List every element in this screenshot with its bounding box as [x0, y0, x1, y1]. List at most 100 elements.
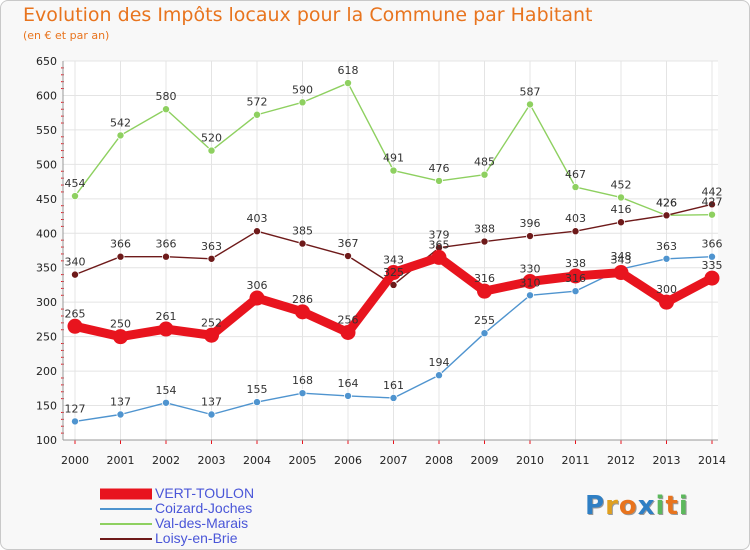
data-point-val-des-marais [434, 176, 443, 185]
x-tick-label: 2013 [653, 454, 681, 467]
data-label-val-des-marais: 452 [611, 178, 632, 191]
data-point-vert-toulon [704, 270, 720, 286]
series-lines [67, 79, 720, 426]
y-tick-label: 300 [36, 296, 57, 309]
data-point-coizard-joches [71, 417, 80, 426]
data-label-vert-toulon: 330 [520, 263, 541, 276]
legend-label: Loisy-en-Brie [155, 530, 238, 546]
data-point-val-des-marais [389, 166, 398, 175]
data-label-coizard-joches: 316 [565, 272, 586, 285]
data-point-coizard-joches [116, 410, 125, 419]
logo-letter: r [605, 491, 619, 521]
data-label-val-des-marais: 476 [429, 162, 450, 175]
grid [63, 60, 718, 441]
data-point-coizard-joches [434, 371, 443, 380]
data-point-vert-toulon [204, 327, 219, 343]
data-label-loisy-en-brie: 442 [702, 185, 723, 198]
data-label-coizard-joches: 255 [474, 314, 495, 327]
data-label-vert-toulon: 300 [656, 283, 677, 296]
data-label-vert-toulon: 256 [338, 314, 359, 327]
x-tick-label: 2001 [107, 454, 135, 467]
data-point-vert-toulon [477, 283, 492, 299]
data-label-val-des-marais: 491 [383, 152, 404, 165]
x-tick-label: 2002 [152, 454, 180, 467]
data-point-coizard-joches [571, 287, 580, 296]
proxiti-logo: Proxiti [585, 491, 689, 521]
data-point-val-des-marais [252, 110, 261, 119]
data-point-vert-toulon [431, 249, 447, 265]
data-point-vert-toulon [386, 265, 401, 281]
data-label-loisy-en-brie: 403 [565, 212, 586, 225]
data-point-vert-toulon [158, 321, 174, 337]
data-point-loisy-en-brie [708, 200, 717, 209]
data-label-vert-toulon: 338 [565, 257, 586, 270]
data-label-coizard-joches: 137 [110, 396, 131, 409]
data-label-vert-toulon: 365 [429, 238, 450, 251]
x-tick-label: 2003 [198, 454, 226, 467]
data-label-loisy-en-brie: 363 [201, 240, 222, 253]
x-tick-label: 2011 [562, 454, 590, 467]
data-point-loisy-en-brie [207, 254, 216, 263]
legend-item: Coizard-Joches [100, 501, 340, 516]
data-point-val-des-marais [161, 105, 170, 114]
data-label-vert-toulon: 335 [702, 259, 723, 272]
data-point-vert-toulon [522, 274, 538, 290]
x-tick-label: 2007 [380, 454, 408, 467]
data-label-val-des-marais: 572 [247, 96, 268, 109]
data-label-val-des-marais: 485 [474, 156, 495, 169]
data-label-val-des-marais: 587 [520, 85, 541, 98]
data-label-vert-toulon: 265 [65, 307, 86, 320]
x-tick-label: 2004 [243, 454, 271, 467]
data-point-coizard-joches [526, 291, 535, 300]
logo-letter: o [618, 491, 638, 521]
data-point-loisy-en-brie [480, 237, 489, 246]
data-label-loisy-en-brie: 388 [474, 223, 495, 236]
data-label-val-des-marais: 520 [201, 132, 222, 145]
data-label-coizard-joches: 194 [429, 356, 450, 369]
data-label-loisy-en-brie: 367 [338, 237, 359, 250]
data-point-val-des-marais [480, 170, 489, 179]
legend-item: Val-des-Marais [100, 516, 340, 531]
data-label-coizard-joches: 137 [201, 396, 222, 409]
data-point-coizard-joches [480, 329, 489, 338]
data-label-loisy-en-brie: 325 [383, 266, 404, 279]
legend-item: VERT-TOULON [100, 486, 340, 501]
data-point-vert-toulon [113, 329, 128, 345]
data-label-vert-toulon: 252 [201, 316, 222, 329]
data-point-vert-toulon [340, 325, 356, 341]
data-label-coizard-joches: 127 [65, 402, 86, 415]
axes: 100 150 200 250 300 350 400 450 500 550 600 650 2000… [36, 55, 726, 467]
data-label-loisy-en-brie: 340 [65, 256, 86, 269]
data-point-loisy-en-brie [571, 227, 580, 236]
data-label-coizard-joches: 366 [702, 238, 723, 251]
data-point-coizard-joches [389, 393, 398, 402]
data-label-vert-toulon: 250 [110, 318, 131, 331]
data-label-coizard-joches: 363 [656, 240, 677, 253]
data-point-vert-toulon [67, 318, 83, 334]
data-point-loisy-en-brie [662, 211, 671, 220]
data-point-loisy-en-brie [71, 270, 80, 279]
data-label-coizard-joches: 348 [611, 250, 632, 263]
data-label-vert-toulon: 261 [156, 310, 177, 323]
data-point-coizard-joches [207, 410, 216, 419]
data-label-vert-toulon: 306 [247, 279, 268, 292]
y-tick-label: 450 [36, 193, 57, 206]
y-tick-label: 650 [36, 55, 57, 68]
data-label-val-des-marais: 542 [110, 116, 131, 129]
data-point-vert-toulon [295, 304, 310, 320]
data-label-loisy-en-brie: 396 [520, 217, 541, 230]
data-point-loisy-en-brie [617, 218, 626, 227]
data-label-loisy-en-brie: 403 [247, 212, 268, 225]
legend-label: Coizard-Joches [155, 500, 253, 516]
x-tick-label: 2014 [698, 454, 726, 467]
data-point-coizard-joches [161, 398, 170, 407]
y-tick-label: 100 [36, 434, 57, 447]
data-point-coizard-joches [662, 254, 671, 263]
legend-swatch [100, 537, 152, 540]
data-label-loisy-en-brie: 416 [611, 203, 632, 216]
y-tick-label: 350 [36, 262, 57, 275]
data-label-coizard-joches: 154 [156, 384, 177, 397]
data-label-val-des-marais: 590 [292, 83, 313, 96]
data-point-vert-toulon [613, 265, 629, 281]
data-point-loisy-en-brie [116, 252, 125, 261]
